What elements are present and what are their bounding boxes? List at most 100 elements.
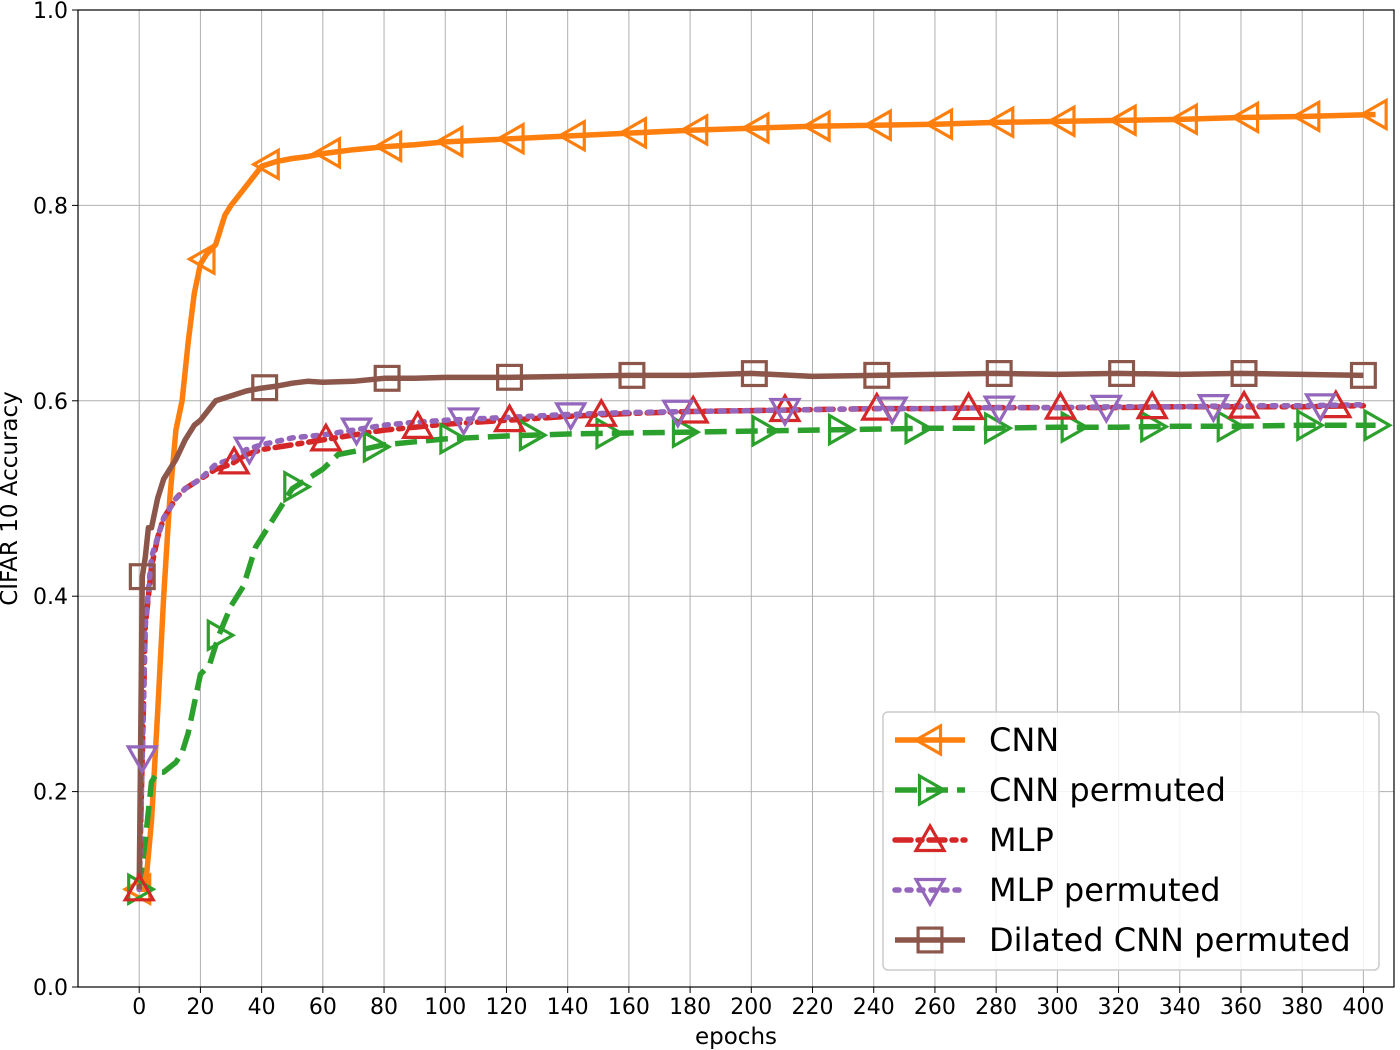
y-tick-label: 0.2	[33, 781, 68, 806]
y-tick-label: 0.0	[33, 976, 68, 1001]
x-axis-label: epochs	[695, 1024, 777, 1050]
series-marker-mlp	[951, 390, 986, 421]
series-marker-cnn	[311, 136, 342, 170]
series-marker-cnn-permuted	[1060, 410, 1090, 444]
series-marker-cnn	[250, 147, 280, 182]
series-marker-cnn	[1168, 102, 1198, 136]
plot-frame	[77, 9, 1395, 988]
series-marker-dilated-cnn-permuted	[373, 364, 401, 392]
series-marker-mlp	[768, 392, 802, 423]
series-marker-cnn-permuted	[127, 872, 157, 907]
x-tick-label: 240	[853, 995, 895, 1020]
series-marker-cnn-permuted	[1216, 409, 1246, 443]
series-marker-cnn-permuted	[751, 414, 781, 448]
legend-marker-cnn-permuted	[917, 773, 948, 807]
series-marker-mlp-permuted	[553, 402, 588, 432]
series-marker-cnn	[121, 872, 152, 907]
series-marker-cnn	[1358, 97, 1388, 132]
x-tick-label: 80	[370, 995, 398, 1020]
series-marker-dilated-cnn-permuted	[618, 361, 646, 389]
series-lines	[136, 111, 1376, 893]
series-marker-mlp	[217, 445, 251, 475]
series-marker-cnn	[862, 108, 892, 142]
x-tick-label: 260	[914, 995, 956, 1020]
series-marker-cnn	[372, 129, 403, 164]
series-marker-mlp-permuted	[339, 417, 374, 447]
series-marker-mlp-permuted	[875, 396, 909, 426]
x-tick-label: 40	[248, 995, 276, 1020]
series-marker-cnn-permuted	[1363, 408, 1393, 442]
series-marker-dilated-cnn-permuted	[496, 363, 524, 391]
series-line-dilated-cnn-permuted	[136, 370, 1364, 890]
x-axis-ticks: 0 20 40 60 80 100 120 140 160 180 200 220 240 260 280 3…	[132, 987, 1384, 1020]
series-marker-cnn-permuted	[439, 421, 469, 456]
y-tick-label: 0.4	[33, 585, 68, 610]
x-tick-label: 100	[424, 995, 466, 1020]
legend-marker-dilated-cnn-permuted	[916, 926, 944, 954]
x-tick-label: 280	[975, 995, 1017, 1020]
x-tick-label: 220	[792, 995, 834, 1020]
series-marker-cnn-permuted	[518, 418, 549, 452]
series-marker-cnn-permuted	[1296, 408, 1326, 442]
series-marker-mlp-permuted	[1196, 394, 1231, 424]
series-marker-mlp	[1135, 389, 1169, 420]
x-tick-label: 180	[669, 995, 711, 1020]
series-marker-mlp	[584, 397, 619, 427]
series-marker-dilated-cnn-permuted	[1230, 359, 1258, 387]
legend-marker-mlp-permuted	[913, 877, 947, 908]
series-marker-mlp-permuted	[982, 395, 1016, 425]
legend-box	[882, 711, 1380, 971]
x-tick-label: 160	[608, 995, 650, 1020]
series-marker-cnn-permuted	[671, 415, 702, 449]
legend-label-mlp: MLP	[989, 821, 1054, 859]
series-marker-mlp-permuted	[1089, 394, 1124, 425]
x-tick-label: 120	[485, 995, 527, 1020]
series-marker-cnn-permuted	[206, 618, 237, 653]
series-marker-mlp	[1043, 390, 1078, 420]
series-marker-cnn	[740, 111, 770, 145]
series-marker-mlp-permuted	[661, 399, 695, 429]
series-marker-cnn	[1291, 99, 1321, 134]
series-marker-mlp	[492, 402, 527, 433]
legend-label-dilated-cnn-permuted: Dilated CNN permuted	[989, 921, 1351, 959]
series-marker-cnn	[923, 107, 954, 141]
series-marker-cnn	[1229, 100, 1260, 135]
legend-marker-cnn	[912, 723, 943, 757]
series-marker-dilated-cnn-permuted	[251, 374, 279, 402]
y-axis-ticks: 0.0 0.2 0.4 0.6 0.8 1.0	[33, 0, 78, 1001]
series-marker-cnn	[495, 121, 525, 156]
x-tick-label: 400	[1342, 995, 1384, 1020]
x-tick-label: 0	[132, 995, 146, 1020]
series-marker-cnn-permuted	[904, 411, 934, 446]
x-tick-label: 140	[547, 995, 589, 1020]
x-tick-label: 360	[1220, 995, 1262, 1020]
series-marker-mlp-permuted	[1303, 393, 1338, 423]
series-marker-cnn	[556, 118, 586, 153]
series-marker-dilated-cnn-permuted	[740, 360, 768, 388]
legend-label-cnn: CNN	[989, 721, 1059, 759]
series-marker-mlp	[1227, 389, 1261, 419]
series-marker-mlp-permuted	[768, 397, 802, 428]
series-marker-mlp	[122, 872, 156, 902]
series-marker-cnn	[801, 109, 831, 143]
legend-marker-mlp	[913, 822, 947, 853]
y-tick-label: 0.8	[33, 194, 68, 219]
series-marker-cnn	[1107, 103, 1137, 138]
series-marker-cnn	[1046, 104, 1076, 139]
x-tick-label: 320	[1098, 995, 1140, 1020]
x-tick-label: 380	[1281, 995, 1323, 1020]
series-marker-cnn	[617, 116, 648, 150]
series-marker-mlp	[309, 422, 343, 452]
series-marker-mlp-permuted	[232, 436, 267, 466]
x-tick-label: 60	[309, 995, 337, 1020]
series-marker-cnn	[434, 124, 464, 159]
series-marker-cnn	[985, 105, 1015, 140]
legend: CNN CNN permuted MLP MLP permuted Dilated CN…	[882, 711, 1380, 971]
y-tick-label: 1.0	[33, 0, 68, 24]
x-tick-label: 300	[1036, 995, 1078, 1020]
series-marker-mlp-permuted	[125, 745, 160, 775]
series-marker-cnn-permuted	[362, 430, 393, 464]
x-tick-label: 20	[186, 995, 214, 1020]
series-line-cnn	[139, 111, 1376, 893]
